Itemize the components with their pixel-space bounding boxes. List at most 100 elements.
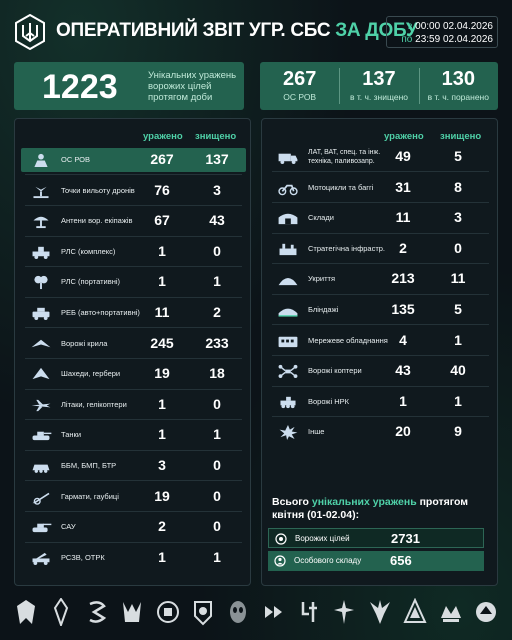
stat-label: Склади xyxy=(308,213,334,223)
antenna-icon xyxy=(33,216,49,229)
stat-label: Танки xyxy=(61,430,82,440)
drone-launch-point-icon xyxy=(33,186,49,198)
stat-label: ЛАТ, ВАТ, спец. та інж. техніка, паливоз… xyxy=(308,149,381,165)
title-main: ОПЕРАТИВНИЙ ЗВІТ УГР. СБС xyxy=(56,20,331,41)
stat-label: Літаки, гелікоптери xyxy=(61,399,127,409)
dugout-icon xyxy=(278,308,298,317)
row-separator xyxy=(25,174,242,176)
stat-row: Ворожі НРК 1 1 xyxy=(268,390,493,414)
stat-destroyed-value: 0 xyxy=(213,518,221,535)
stat-destroyed-value: 233 xyxy=(205,334,229,351)
row-separator xyxy=(272,263,489,265)
row-separator xyxy=(272,324,489,326)
unit-emblem-11-icon xyxy=(369,600,390,624)
left-stats-panel: уражено знищено ОС РОВ 267 137 Точки вильот… xyxy=(14,118,251,586)
personnel-total: 267 ОС РОВ xyxy=(260,62,339,110)
stat-row: Мережеве обладнання 4 1 xyxy=(268,329,493,353)
stat-row: Антени вор. екіпажів 67 43 xyxy=(21,209,246,233)
unit-emblem-10-icon xyxy=(334,600,355,624)
personnel-killed: 137 в т. ч. знищено xyxy=(339,62,418,110)
mlrs-icon xyxy=(32,552,50,565)
row-separator xyxy=(25,327,242,329)
totals-title-accent: унікальних уражень xyxy=(311,496,417,508)
stat-row: ЛАТ, ВАТ, спец. та інж. техніка, паливоз… xyxy=(268,145,493,169)
target-icon xyxy=(275,533,287,545)
personnel-killed-value: 137 xyxy=(362,68,396,90)
stat-label: Ворожі крила xyxy=(61,338,108,348)
stat-destroyed-value: 1 xyxy=(454,331,462,348)
ifv-icon xyxy=(32,464,50,473)
stat-hit-value: 4 xyxy=(399,331,407,348)
stat-hit-value: 245 xyxy=(150,334,174,351)
radar-vehicle-icon xyxy=(32,246,50,259)
stat-hit-value: 1 xyxy=(158,273,166,290)
unit-emblem-6-icon xyxy=(193,601,212,626)
personnel-wounded: 130 в т. ч. поранено xyxy=(418,62,498,110)
stat-hit-value: 11 xyxy=(154,304,170,320)
stat-row: Інше 20 9 xyxy=(268,420,493,444)
stat-row: Гармати, гаубиці 19 0 xyxy=(21,485,246,509)
stat-destroyed-value: 11 xyxy=(450,270,466,287)
stat-label: Мотоцикли та баггі xyxy=(308,182,374,192)
shelter-icon xyxy=(278,278,298,286)
stat-destroyed-value: 18 xyxy=(209,365,225,382)
spg-icon xyxy=(32,523,52,533)
stat-destroyed-value: 0 xyxy=(213,395,221,412)
row-separator xyxy=(25,204,242,206)
personnel-wounded-value: 130 xyxy=(441,68,475,90)
stat-hit-value: 20 xyxy=(395,423,411,440)
aircraft-icon xyxy=(31,399,51,411)
stat-destroyed-value: 0 xyxy=(213,242,221,259)
shahed-icon xyxy=(32,368,50,380)
column-header-destroyed: знищено xyxy=(195,131,237,142)
personnel-summary: 267 ОС РОВ 137 в т. ч. знищено 130 в т. … xyxy=(260,62,498,110)
stat-label: Інше xyxy=(308,427,325,437)
monthly-personnel-label: Особового складу xyxy=(294,556,362,565)
report-title: ОПЕРАТИВНИЙ ЗВІТ УГР. СБС ЗА ДОБУ xyxy=(56,20,418,42)
stat-label: РЛС (портативні) xyxy=(61,277,121,287)
stat-label: РЛС (комплекс) xyxy=(61,246,116,256)
stat-hit-value: 49 xyxy=(395,148,411,164)
stat-row: Шахеди, гербери 19 18 xyxy=(21,362,246,386)
unit-emblem-5-icon xyxy=(156,601,179,623)
unique-hits-desc: Унікальних уражень ворожих цілей протяго… xyxy=(148,70,237,103)
monthly-totals-title: Всього унікальних уражень протягом квітн… xyxy=(272,496,472,522)
row-separator xyxy=(25,235,242,237)
stat-hit-value: 1 xyxy=(158,242,166,259)
column-header-hit: уражено xyxy=(143,131,183,142)
portable-radar-icon xyxy=(34,276,48,290)
warehouse-icon xyxy=(278,213,298,225)
personnel-wounded-label: в т. ч. поранено xyxy=(427,92,489,102)
stat-row: РЛС (комплекс) 1 0 xyxy=(21,240,246,264)
row-separator xyxy=(25,419,242,421)
stat-row: Стратегічна інфрастр. 2 0 xyxy=(268,237,493,261)
stat-hit-value: 1 xyxy=(399,392,407,409)
stat-hit-value: 1 xyxy=(158,426,166,443)
totals-title-pre: Всього xyxy=(272,496,309,508)
stat-row: Ворожі коптери 43 40 xyxy=(268,359,493,383)
stat-hit-value: 76 xyxy=(154,181,170,198)
stat-hit-value: 267 xyxy=(150,151,174,167)
stat-label: Мережеве обладнання xyxy=(308,335,388,345)
monthly-targets-row: Ворожих цілей 2731 xyxy=(268,528,484,548)
stat-destroyed-value: 8 xyxy=(454,178,462,195)
row-separator xyxy=(272,293,489,295)
stat-row: Точки вильоту дронів 76 3 xyxy=(21,179,246,203)
row-separator xyxy=(272,201,489,203)
ugv-icon xyxy=(280,396,296,408)
stat-hit-value: 1 xyxy=(158,548,166,565)
stat-label: РСЗВ, ОТРК xyxy=(61,552,105,562)
stat-destroyed-value: 1 xyxy=(213,273,221,290)
stat-row: РЛС (портативні) 1 1 xyxy=(21,270,246,294)
title-accent: ЗА ДОБУ xyxy=(335,20,418,41)
stat-label: Шахеди, гербери xyxy=(61,369,121,379)
stat-row: РСЗВ, ОТРК 1 1 xyxy=(21,546,246,570)
monthly-targets-value: 2731 xyxy=(391,531,420,546)
stat-hit-value: 2 xyxy=(399,239,407,256)
unit-emblem-1-icon xyxy=(17,600,35,624)
stat-hit-value: 31 xyxy=(395,178,411,195)
row-separator xyxy=(25,388,242,390)
personnel-killed-label: в т. ч. знищено xyxy=(349,92,409,102)
stat-destroyed-value: 0 xyxy=(454,239,462,256)
row-separator xyxy=(25,480,242,482)
